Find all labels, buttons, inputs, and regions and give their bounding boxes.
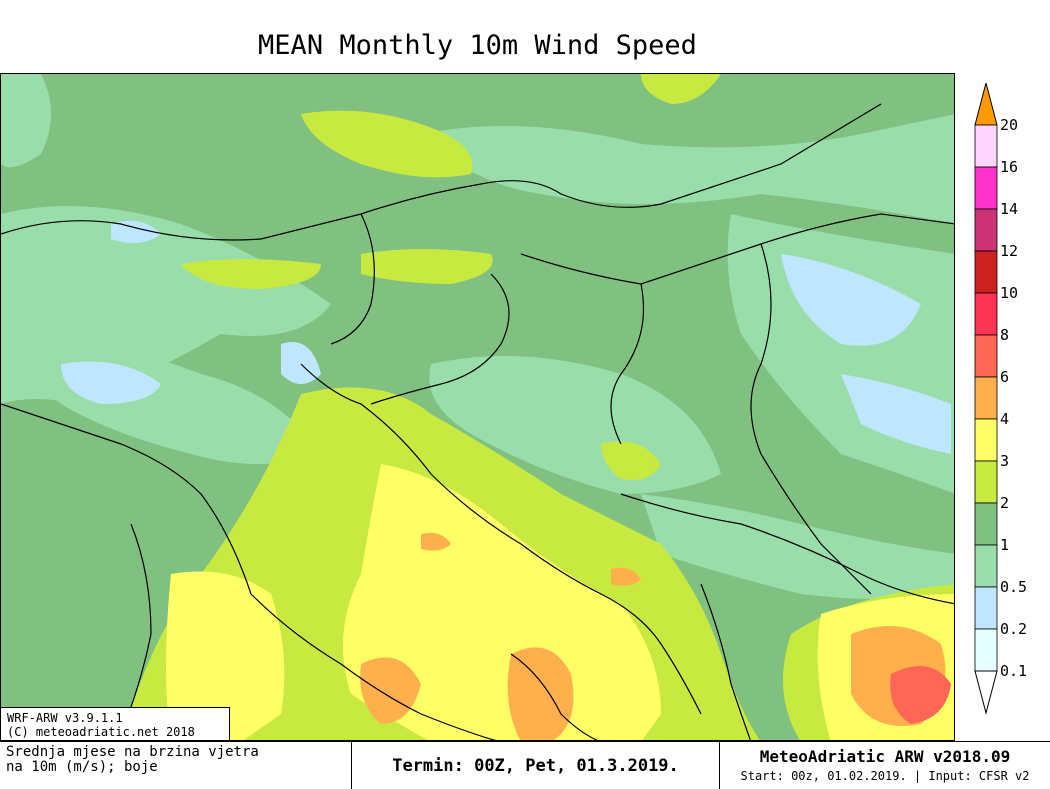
colorbar [970, 81, 1050, 723]
colorbar-swatch [974, 418, 998, 462]
colorbar-label: 4 [1000, 410, 1010, 428]
colorbar-label: 1 [1000, 536, 1010, 554]
colorbar-swatch [974, 334, 998, 378]
colorbar-label: 8 [1000, 326, 1010, 344]
footer-brand-cell: MeteoAdriatic ARW v2018.09 Start: 00z, 0… [720, 742, 1050, 789]
field-pale-blue [61, 220, 951, 454]
colorbar-bottom-arrow [974, 670, 998, 715]
colorbar-top-arrow [974, 81, 998, 126]
footer-description: Srednja mjese na brzina vjetra na 10m (m… [0, 742, 352, 789]
description-line-1: Srednja mjese na brzina vjetra [6, 744, 259, 760]
colorbar-label: 2 [1000, 494, 1010, 512]
colorbar-label: 0.5 [1000, 578, 1028, 596]
colorbar-swatch [974, 250, 998, 294]
border-lines [1, 103, 954, 740]
copyright: (C) meteoadriatic.net 2018 [7, 725, 195, 739]
colorbar-swatch [974, 502, 998, 546]
colorbar-label: 16 [1000, 158, 1019, 176]
colorbar-swatch [974, 166, 998, 210]
colorbar-label: 14 [1000, 200, 1019, 218]
colorbar-swatch [974, 628, 998, 672]
brand-label: MeteoAdriatic ARW v2018.09 [759, 747, 1011, 766]
colorbar-label: 20 [1000, 116, 1019, 134]
colorbar-swatch [974, 376, 998, 420]
colorbar-label: 6 [1000, 368, 1010, 386]
colorbar-swatch [974, 124, 998, 168]
footer-termin: Termin: 00Z, Pet, 01.3.2019. [352, 742, 720, 789]
colorbar-label: 10 [1000, 284, 1019, 302]
wind-speed-map [0, 73, 955, 741]
start-info: Start: 00z, 01.02.2019. | Input: CFSR v2 [740, 769, 1030, 783]
colorbar-label: 0.2 [1000, 620, 1028, 638]
colorbar-label: 0.1 [1000, 662, 1028, 680]
colorbar-swatch [974, 292, 998, 336]
colorbar-swatch [974, 460, 998, 504]
map-title: MEAN Monthly 10m Wind Speed [258, 30, 697, 61]
model-info-box: WRF-ARW v3.9.1.1 (C) meteoadriatic.net 2… [0, 707, 230, 741]
colorbar-swatch [974, 208, 998, 252]
footer-bar: Srednja mjese na brzina vjetra na 10m (m… [0, 741, 1050, 789]
colorbar-swatch [974, 586, 998, 630]
model-version: WRF-ARW v3.9.1.1 [7, 711, 123, 725]
colorbar-label: 3 [1000, 452, 1010, 470]
colorbar-label: 12 [1000, 242, 1019, 260]
description-line-2: na 10m (m/s); boje [6, 759, 158, 775]
colorbar-swatch [974, 544, 998, 588]
field-red-orange [890, 666, 951, 724]
